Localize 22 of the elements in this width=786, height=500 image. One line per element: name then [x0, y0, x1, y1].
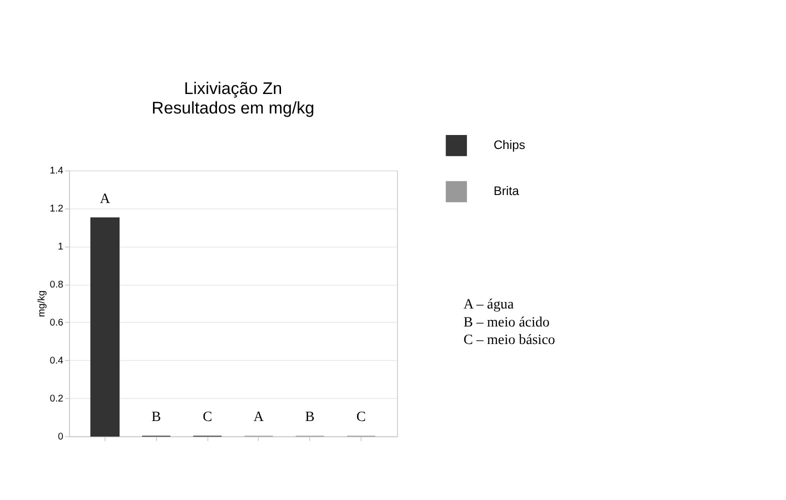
- y-tick-label: 0.4: [50, 355, 64, 366]
- data-label: B: [305, 409, 315, 426]
- data-label: C: [202, 409, 212, 426]
- data-label: A: [100, 190, 111, 207]
- y-axis-title: mg/kg: [36, 290, 48, 318]
- y-tick-label: 0.2: [50, 393, 64, 404]
- y-tick-label: 1.2: [50, 203, 64, 214]
- chart-title: Lixiviação Zn: [184, 79, 282, 98]
- text: A – água: [463, 296, 514, 313]
- data-label: C: [356, 409, 366, 426]
- chart-subtitle: Resultados em mg/kg: [152, 98, 314, 118]
- text: C – meio básico: [463, 332, 556, 348]
- y-tick-label: 1: [58, 241, 64, 252]
- y-tick-label: 1.4: [50, 165, 64, 176]
- y-tick-label: 0: [58, 431, 64, 442]
- data-label: A: [254, 409, 265, 426]
- data-label: B: [151, 409, 161, 426]
- y-tick-label: 0.6: [50, 317, 64, 328]
- legend-label: Brita: [494, 184, 520, 198]
- legend-label: Chips: [494, 138, 526, 152]
- y-tick-label: 0.8: [50, 279, 64, 290]
- text: B – meio ácido: [463, 314, 550, 330]
